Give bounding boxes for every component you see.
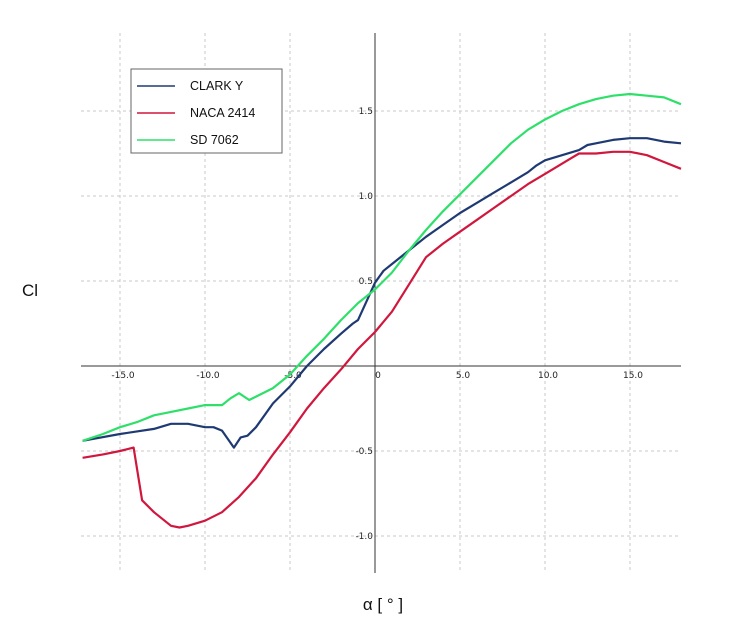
x-tick-label: 5.0 [456, 371, 471, 381]
x-tick-label: 10.0 [538, 371, 558, 381]
y-tick-label: -0.5 [355, 447, 373, 457]
x-tick-label: -5.0 [284, 371, 302, 381]
legend-label: SD 7062 [190, 133, 239, 147]
legend: CLARK Y NACA 2414 SD 7062 [130, 68, 283, 154]
y-tick-label: -1.0 [355, 532, 373, 542]
y-tick-label: 0.5 [359, 277, 373, 287]
series-line-sd-7062 [82, 92, 682, 442]
legend-label: CLARK Y [190, 79, 244, 93]
gridlines [81, 33, 681, 573]
y-tick-label: 1.5 [359, 107, 373, 117]
series-line-naca-2414 [82, 150, 682, 529]
x-tick-label: -15.0 [111, 371, 135, 381]
tick-labels: -15.0 -10.0 -5.0 0 5.0 10.0 15.0 -1.0 -0.5 0.5 1.0… [111, 107, 643, 542]
x-tick-label: 15.0 [623, 371, 643, 381]
x-tick-label: 0 [375, 371, 381, 381]
x-axis-title: α [ ° ] [363, 595, 403, 614]
series-line-clark-y [82, 137, 682, 449]
legend-label: NACA 2414 [190, 106, 255, 120]
y-axis-title: Cl [22, 281, 38, 300]
y-tick-label: 1.0 [359, 192, 374, 202]
axes [81, 33, 681, 573]
legend-box [130, 68, 283, 154]
x-tick-label: -10.0 [196, 371, 220, 381]
data-series [82, 92, 682, 529]
